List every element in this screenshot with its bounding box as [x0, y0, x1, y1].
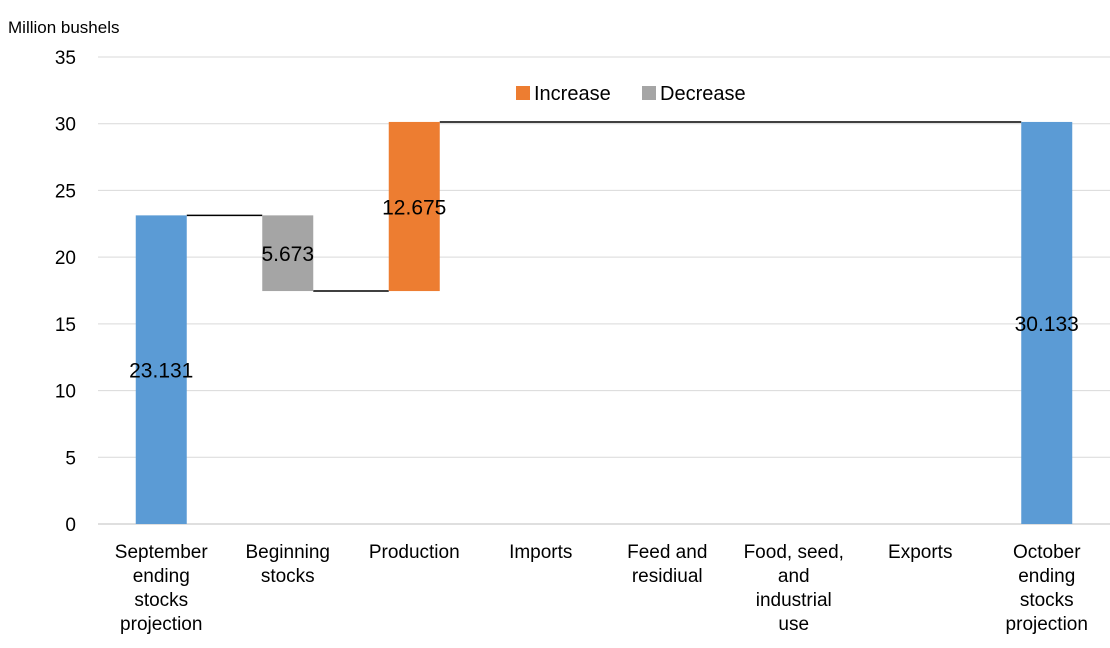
bar-increase	[388, 121, 440, 292]
x-tick-label-line: projection	[120, 614, 202, 635]
y-tick-label: 15	[55, 315, 76, 336]
y-tick-label: 30	[55, 115, 76, 136]
x-tick-label-line: October	[1013, 542, 1081, 563]
data-label: 12.675	[382, 197, 446, 220]
x-tick-label-line: and	[778, 566, 810, 587]
x-tick-label: Imports	[509, 542, 572, 563]
x-tick-label-line: Food, seed,	[744, 542, 844, 563]
x-tick-label: September ending stocks projection	[115, 542, 209, 635]
x-tick-label-line: industrial	[756, 590, 832, 611]
x-tick-label-line: Imports	[509, 542, 572, 563]
y-tick-label: 20	[55, 248, 76, 269]
legend-label: Decrease	[660, 83, 746, 105]
bar-total	[1021, 121, 1073, 524]
x-tick-label-line: ending	[133, 566, 190, 587]
x-tick-label: Feed and residiual	[627, 542, 707, 587]
x-tick-label: Exports	[888, 542, 952, 563]
x-tick-label-line: projection	[1006, 614, 1088, 635]
data-label: 5.673	[261, 243, 314, 266]
y-tick-label: 35	[55, 48, 76, 69]
legend-swatch	[642, 86, 656, 100]
y-tick-label: 25	[55, 181, 76, 202]
x-tick-label: Beginning stocks	[245, 542, 330, 587]
x-tick-label-line: ending	[1018, 566, 1075, 587]
connector-lines	[186, 121, 1022, 292]
x-tick-label-line: stocks	[134, 590, 188, 611]
x-tick-label-line: stocks	[1020, 590, 1074, 611]
x-tick-label: Food, seed, and industrial use	[744, 542, 844, 635]
y-tick-label: 5	[65, 448, 76, 469]
x-tick-label-line: stocks	[261, 566, 315, 587]
bars	[135, 121, 1073, 524]
x-axis-labels: September ending stocks projection Beginning…	[115, 542, 1088, 635]
x-tick-label-line: use	[778, 614, 809, 635]
legend-label: Increase	[534, 83, 611, 105]
y-axis-unit-label: Million bushels	[8, 18, 120, 37]
y-axis-ticks: 0 5 10 15 20 25 30 35	[55, 48, 76, 536]
bar-decrease	[262, 215, 314, 292]
x-tick-label-line: Production	[369, 542, 460, 563]
legend: Increase Decrease	[516, 83, 746, 105]
x-tick-label-line: September	[115, 542, 209, 563]
data-label: 30.133	[1015, 313, 1079, 336]
data-label: 23.131	[129, 360, 193, 383]
legend-swatch	[516, 86, 530, 100]
gridlines	[98, 56, 1110, 525]
y-tick-label: 10	[55, 382, 76, 403]
x-tick-label-line: Feed and	[627, 542, 707, 563]
x-tick-label-line: Exports	[888, 542, 952, 563]
data-labels: 23.131 5.673 12.675 30.133	[129, 197, 1079, 383]
x-tick-label: Production	[369, 542, 460, 563]
bar-total	[135, 215, 187, 524]
x-tick-label-line: Beginning	[245, 542, 330, 563]
x-tick-label-line: residiual	[632, 566, 703, 587]
y-tick-label: 0	[65, 515, 76, 536]
x-tick-label: October ending stocks projection	[1006, 542, 1088, 635]
